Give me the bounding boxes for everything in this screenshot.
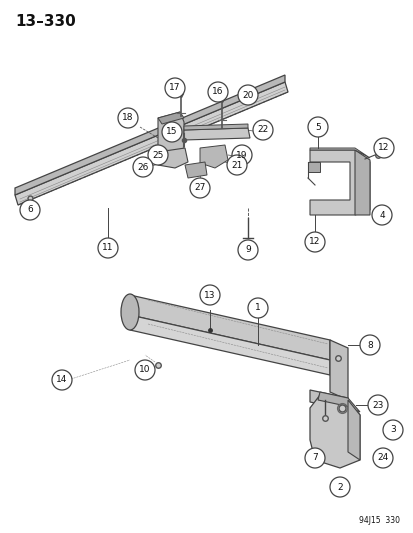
Circle shape	[307, 117, 327, 137]
Circle shape	[165, 78, 185, 98]
Polygon shape	[309, 390, 347, 410]
Circle shape	[367, 395, 387, 415]
Text: 11: 11	[102, 244, 114, 253]
Text: 13: 13	[204, 290, 215, 300]
Text: 21: 21	[231, 160, 242, 169]
Polygon shape	[158, 112, 183, 152]
Polygon shape	[329, 340, 347, 400]
Text: 12: 12	[309, 238, 320, 246]
Circle shape	[98, 238, 118, 258]
Text: 13–330: 13–330	[15, 14, 76, 29]
Circle shape	[329, 477, 349, 497]
Text: 25: 25	[152, 150, 163, 159]
Text: 5: 5	[314, 123, 320, 132]
Polygon shape	[309, 148, 369, 158]
Polygon shape	[307, 162, 319, 172]
Text: 26: 26	[137, 163, 148, 172]
Circle shape	[118, 108, 138, 128]
Polygon shape	[15, 82, 287, 205]
Circle shape	[373, 138, 393, 158]
Polygon shape	[199, 145, 228, 168]
Circle shape	[359, 335, 379, 355]
Text: 15: 15	[166, 127, 177, 136]
Circle shape	[382, 420, 402, 440]
Text: 12: 12	[377, 143, 389, 152]
Text: 10: 10	[139, 366, 150, 375]
Circle shape	[252, 120, 272, 140]
Circle shape	[237, 85, 257, 105]
Text: 6: 6	[27, 206, 33, 214]
Circle shape	[237, 240, 257, 260]
Circle shape	[133, 157, 153, 177]
Polygon shape	[309, 150, 369, 215]
Text: 8: 8	[366, 341, 372, 350]
Circle shape	[135, 360, 154, 380]
Circle shape	[52, 370, 72, 390]
Circle shape	[207, 82, 228, 102]
Text: 3: 3	[389, 425, 395, 434]
Circle shape	[161, 122, 182, 142]
Polygon shape	[130, 295, 329, 360]
Circle shape	[304, 448, 324, 468]
Text: 27: 27	[194, 183, 205, 192]
Circle shape	[147, 145, 168, 165]
Circle shape	[20, 200, 40, 220]
Circle shape	[190, 178, 209, 198]
Polygon shape	[158, 112, 183, 124]
Text: 2: 2	[336, 482, 342, 491]
Polygon shape	[354, 150, 369, 215]
Polygon shape	[130, 315, 329, 375]
Circle shape	[371, 205, 391, 225]
Polygon shape	[158, 148, 188, 168]
Text: 9: 9	[244, 246, 250, 254]
Text: 14: 14	[56, 376, 67, 384]
Text: 23: 23	[371, 400, 383, 409]
Text: 7: 7	[311, 454, 317, 463]
Circle shape	[304, 232, 324, 252]
Circle shape	[199, 285, 219, 305]
Circle shape	[226, 155, 247, 175]
Text: 20: 20	[242, 91, 253, 100]
Polygon shape	[185, 162, 206, 178]
Polygon shape	[309, 395, 359, 468]
Text: 1: 1	[254, 303, 260, 312]
Polygon shape	[347, 400, 359, 460]
Text: 4: 4	[378, 211, 384, 220]
Ellipse shape	[121, 294, 139, 330]
Text: 16: 16	[212, 87, 223, 96]
Circle shape	[247, 298, 267, 318]
Circle shape	[372, 448, 392, 468]
Polygon shape	[15, 75, 284, 195]
Polygon shape	[317, 392, 359, 412]
Text: 24: 24	[377, 454, 388, 463]
Text: 19: 19	[236, 150, 247, 159]
Polygon shape	[183, 128, 249, 140]
Text: 94J15  330: 94J15 330	[358, 516, 399, 525]
Text: 17: 17	[169, 84, 180, 93]
Circle shape	[231, 145, 252, 165]
Polygon shape	[183, 124, 247, 130]
Text: 22: 22	[257, 125, 268, 134]
Text: 18: 18	[122, 114, 133, 123]
